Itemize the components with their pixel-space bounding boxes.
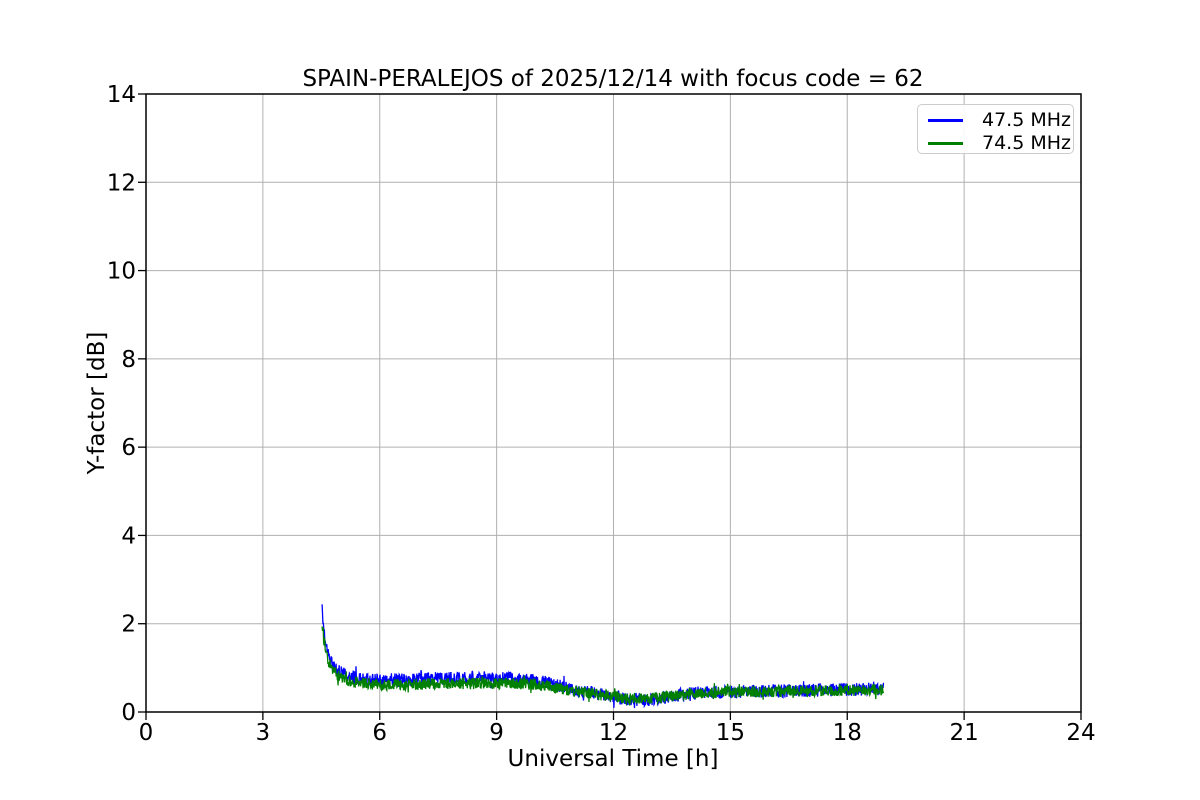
y-tick-label: 0 (121, 700, 136, 726)
data-series (321, 604, 885, 709)
legend-label: 47.5 MHz (982, 109, 1071, 131)
x-tick-label: 15 (716, 720, 745, 746)
y-tick-label: 10 (107, 259, 136, 285)
legend-label: 74.5 MHz (982, 132, 1071, 154)
y-tick-label: 12 (107, 170, 136, 196)
x-tick-label: 0 (139, 720, 154, 746)
x-tick-label: 18 (833, 720, 862, 746)
legend-item: 47.5 MHz (928, 109, 1073, 132)
x-tick-label: 3 (256, 720, 271, 746)
legend: 47.5 MHz 74.5 MHz (917, 104, 1074, 154)
x-tick-label: 6 (372, 720, 387, 746)
legend-line-sample-blue (928, 119, 963, 122)
y-tick-label: 8 (121, 347, 136, 373)
series-line-74-5mhz (321, 626, 885, 706)
x-tick-label: 21 (949, 720, 978, 746)
x-tick-label: 12 (599, 720, 628, 746)
x-tick-label: 24 (1066, 720, 1095, 746)
y-tick-label: 6 (121, 435, 136, 461)
legend-line-sample-green (928, 142, 963, 145)
x-axis-label: Universal Time [h] (508, 746, 719, 772)
y-axis-label: Y-factor [dB] (84, 332, 110, 476)
y-tick-label: 4 (121, 523, 136, 549)
chart-title: SPAIN-PERALEJOS of 2025/12/14 with focus… (302, 66, 923, 92)
y-tick-label: 2 (121, 612, 136, 638)
axes (138, 93, 1082, 720)
legend-item: 74.5 MHz (928, 132, 1073, 155)
y-tick-label: 14 (107, 82, 136, 108)
gridlines (145, 93, 1082, 713)
x-tick-label: 9 (489, 720, 504, 746)
